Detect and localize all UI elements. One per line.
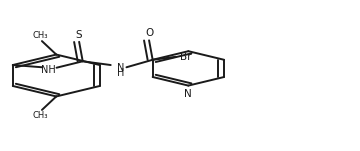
- Text: CH₃: CH₃: [32, 31, 48, 40]
- Text: N: N: [117, 63, 124, 73]
- Text: CH₃: CH₃: [32, 111, 48, 120]
- Text: Br: Br: [180, 52, 191, 62]
- Text: H: H: [117, 68, 124, 78]
- Text: S: S: [76, 30, 82, 40]
- Text: O: O: [145, 28, 153, 38]
- Text: NH: NH: [41, 64, 56, 74]
- Text: N: N: [184, 89, 192, 99]
